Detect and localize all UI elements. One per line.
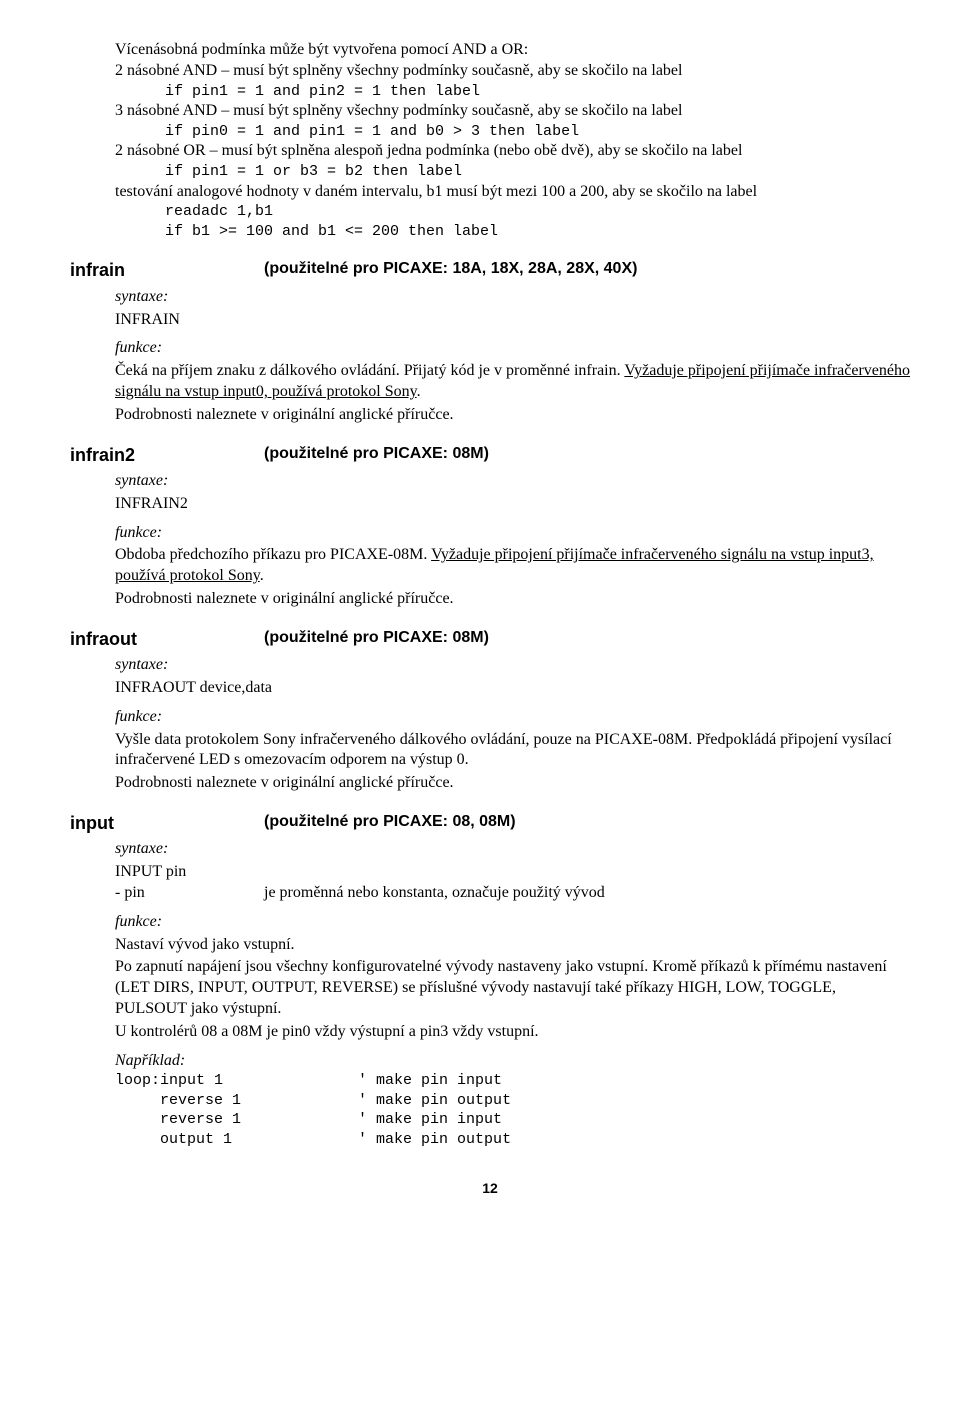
infrain-applic: (použitelné pro PICAXE: 18A, 18X, 28A, 2… xyxy=(264,260,637,277)
infraout-func2: Podrobnosti naleznete v originální angli… xyxy=(115,773,910,794)
infrain2-func2: Podrobnosti naleznete v originální angli… xyxy=(115,589,910,610)
code-and3: if pin0 = 1 and pin1 = 1 and b0 > 3 then… xyxy=(165,122,910,142)
intro-line: Vícenásobná podmínka může být vytvořena … xyxy=(115,40,910,61)
input-ex1: loop:input 1 ' make pin input xyxy=(115,1071,910,1091)
syntaxe-label: syntaxe: xyxy=(115,839,910,860)
funkce-label: funkce: xyxy=(115,338,910,359)
input-ex4: output 1 ' make pin output xyxy=(115,1130,910,1150)
syntaxe-label: syntaxe: xyxy=(115,655,910,676)
syntaxe-label: syntaxe: xyxy=(115,287,910,308)
funkce-label: funkce: xyxy=(115,523,910,544)
infrain2-syntax: INFRAIN2 xyxy=(115,494,910,515)
funkce-label: funkce: xyxy=(115,912,910,933)
infrain2-func1a: Obdoba předchozího příkazu pro PICAXE-08… xyxy=(115,546,431,563)
infraout-func1: Vyšle data protokolem Sony infračervenéh… xyxy=(115,730,910,772)
infrain-title: infrain xyxy=(70,259,260,282)
infrain-func1a: Čeká na příjem znaku z dálkového ovládán… xyxy=(115,362,624,379)
napriklad-label: Například: xyxy=(115,1051,910,1072)
infrain-func1c: . xyxy=(417,383,421,400)
code-or2: if pin1 = 1 or b3 = b2 then label xyxy=(165,162,910,182)
infrain2-func1c: . xyxy=(260,567,264,584)
infrain-func2: Podrobnosti naleznete v originální angli… xyxy=(115,405,910,426)
input-ex2: reverse 1 ' make pin output xyxy=(115,1091,910,1111)
intro-and2: 2 násobné AND – musí být splněny všechny… xyxy=(115,61,910,82)
syntaxe-label: syntaxe: xyxy=(115,471,910,492)
input-func2: Po zapnutí napájení jsou všechny konfigu… xyxy=(115,957,910,1019)
input-applic: (použitelné pro PICAXE: 08, 08M) xyxy=(264,813,516,830)
intro-or2: 2 násobné OR – musí být splněna alespoň … xyxy=(115,141,910,162)
input-pin-label: - pin xyxy=(115,883,260,904)
infrain2-func1: Obdoba předchozího příkazu pro PICAXE-08… xyxy=(115,545,910,587)
input-ex3: reverse 1 ' make pin input xyxy=(115,1110,910,1130)
input-func1: Nastaví vývod jako vstupní. xyxy=(115,935,910,956)
infrain-func1: Čeká na příjem znaku z dálkového ovládán… xyxy=(115,361,910,403)
input-syntax: INPUT pin xyxy=(115,862,910,883)
funkce-label: funkce: xyxy=(115,707,910,728)
infraout-applic: (použitelné pro PICAXE: 08M) xyxy=(264,629,489,646)
page-number: 12 xyxy=(70,1179,910,1197)
input-title: input xyxy=(70,812,260,835)
intro-analog: testování analogové hodnoty v daném inte… xyxy=(115,182,910,203)
code-analog1: readadc 1,b1 xyxy=(165,202,910,222)
code-and2: if pin1 = 1 and pin2 = 1 then label xyxy=(165,82,910,102)
intro-and3: 3 násobné AND – musí být splněny všechny… xyxy=(115,101,910,122)
code-analog2: if b1 >= 100 and b1 <= 200 then label xyxy=(165,222,910,242)
infraout-title: infraout xyxy=(70,628,260,651)
input-func3: U kontrolérů 08 a 08M je pin0 vždy výstu… xyxy=(115,1022,910,1043)
infrain-syntax: INFRAIN xyxy=(115,310,910,331)
infrain2-applic: (použitelné pro PICAXE: 08M) xyxy=(264,445,489,462)
input-pin-desc: je proměnná nebo konstanta, označuje pou… xyxy=(264,884,605,901)
infraout-syntax: INFRAOUT device,data xyxy=(115,678,910,699)
infrain2-title: infrain2 xyxy=(70,444,260,467)
